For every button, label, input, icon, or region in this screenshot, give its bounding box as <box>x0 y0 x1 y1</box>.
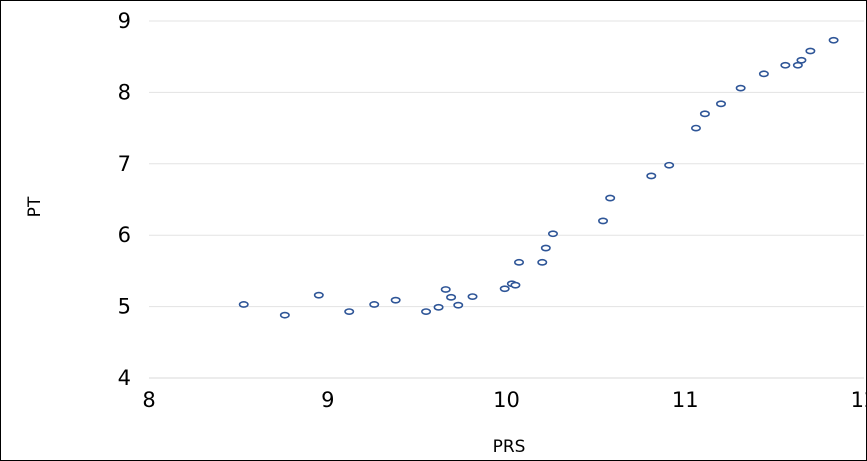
data-point <box>646 172 657 180</box>
y-tick-label: 8 <box>118 80 131 104</box>
x-tick-label: 9 <box>321 388 334 412</box>
tick-labels: 4 5 6 7 8 9 8 9 10 11 12 <box>118 9 866 412</box>
data-point <box>758 70 769 78</box>
data-point <box>547 230 558 238</box>
y-tick-label: 5 <box>118 295 131 319</box>
y-axis-title: PT <box>25 196 45 217</box>
data-point <box>390 296 401 304</box>
data-point <box>805 47 816 55</box>
y-tick-label: 7 <box>118 152 131 176</box>
data-point <box>780 61 791 69</box>
data-point <box>735 84 746 92</box>
data-point <box>369 301 380 308</box>
data-point <box>238 301 249 308</box>
x-tick-label: 11 <box>672 388 699 412</box>
y-tick-label: 9 <box>118 9 131 33</box>
data-point <box>605 194 616 202</box>
data-point <box>715 100 726 108</box>
x-axis-title: PRS <box>493 437 526 457</box>
x-tick-label: 10 <box>493 388 520 412</box>
data-point <box>440 286 451 293</box>
data-point <box>313 291 324 299</box>
data-point <box>828 36 839 44</box>
data-points <box>238 36 839 319</box>
data-point <box>453 301 464 309</box>
data-point <box>433 303 444 311</box>
data-point <box>664 161 675 169</box>
data-point <box>690 124 701 132</box>
data-point <box>514 258 525 266</box>
data-point <box>344 308 355 315</box>
x-tick-label: 12 <box>851 388 866 412</box>
x-tick-label: 8 <box>142 388 155 412</box>
data-point <box>446 293 457 301</box>
data-point <box>540 244 551 252</box>
data-point <box>598 217 609 225</box>
data-point <box>499 285 510 293</box>
data-point <box>699 110 710 118</box>
data-point <box>279 311 290 319</box>
y-tick-label: 4 <box>118 366 131 390</box>
data-point <box>537 258 548 266</box>
data-point <box>796 56 807 64</box>
data-point <box>467 293 478 301</box>
data-point <box>421 308 432 315</box>
gridlines <box>149 20 864 308</box>
y-tick-label: 6 <box>118 223 131 247</box>
data-point <box>510 281 521 289</box>
